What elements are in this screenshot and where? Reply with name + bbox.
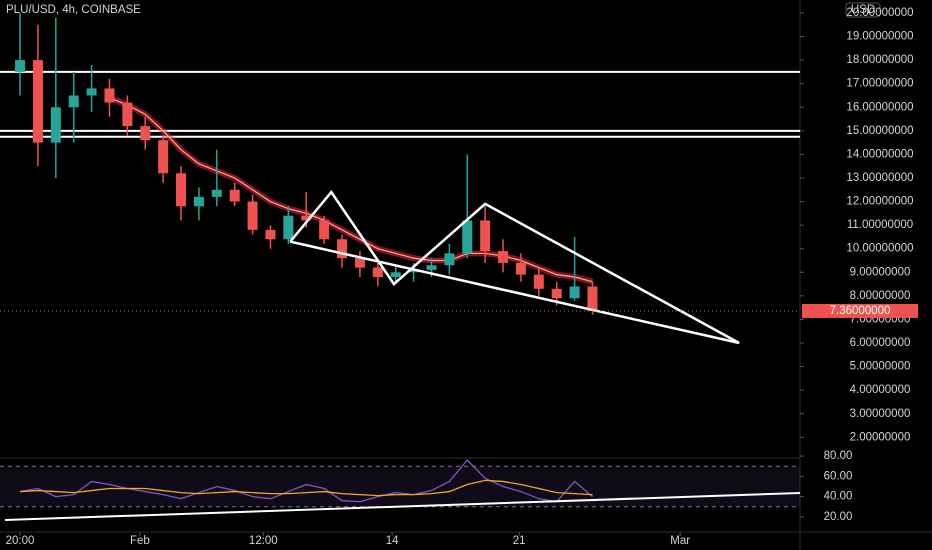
y-tick-label: 14.00000000 <box>846 148 913 160</box>
y-tick-label: 3.00000000 <box>850 408 911 420</box>
x-tick-label: 20:00 <box>6 535 35 547</box>
candle-body <box>86 88 97 96</box>
candle-body <box>408 269 419 273</box>
y-tick-label: 10.00000000 <box>846 243 913 255</box>
axis-unit: USD <box>851 4 875 16</box>
candle-body <box>211 189 222 197</box>
candle-body <box>444 253 455 266</box>
y-tick-label: 2.00000000 <box>850 431 911 443</box>
candle-body <box>122 102 133 127</box>
x-tick-label: 21 <box>513 535 526 547</box>
rsi-line <box>19 479 593 497</box>
candle-body <box>533 274 544 289</box>
last-price-label: 7.36000000 <box>830 305 891 317</box>
y-tick-label: 9.00000000 <box>850 266 911 278</box>
last-price-box <box>802 303 918 318</box>
candle-body <box>15 60 26 72</box>
candle-body <box>426 265 437 270</box>
candle-body <box>32 60 43 143</box>
trend-drawing <box>289 240 740 345</box>
y-tick-label: 15.00000000 <box>846 125 913 137</box>
y-tick-label: 20.00000000 <box>846 7 913 19</box>
candle-body <box>50 107 61 143</box>
candle-body <box>301 215 312 221</box>
candle-body <box>104 88 115 103</box>
x-tick-label: 12:00 <box>249 535 278 547</box>
candle-body <box>176 173 187 207</box>
candle-body <box>283 215 294 240</box>
y-tick-label: 16.00000000 <box>846 101 913 113</box>
y-tick-label: 19.00000000 <box>846 31 913 43</box>
chart-title: PLU/USD, 4h, COINBASE <box>6 4 141 16</box>
candle-body <box>480 220 491 252</box>
candle-body <box>551 288 562 299</box>
y-tick-label: 12.00000000 <box>846 196 913 208</box>
rsi-trendline <box>4 491 801 521</box>
candle-body <box>372 267 383 278</box>
candle-body <box>498 251 509 263</box>
x-tick-label: Mar <box>670 535 690 547</box>
candle-body <box>462 220 473 254</box>
candle-body <box>337 239 348 259</box>
candle-body <box>247 201 258 230</box>
candle-body <box>158 140 169 174</box>
y-tick-label: 20.00 <box>824 511 853 523</box>
ema-line <box>109 97 593 283</box>
y-tick-label: 8.00000000 <box>850 290 911 302</box>
x-tick-label: 14 <box>386 535 399 547</box>
x-tick-label: Feb <box>130 535 150 547</box>
candle-body <box>140 126 151 141</box>
y-tick-label: 13.00000000 <box>846 172 913 184</box>
candle-body <box>354 258 365 268</box>
candle-body <box>515 262 526 275</box>
rsi-band <box>0 466 800 507</box>
y-tick-label: 5.00000000 <box>850 361 911 373</box>
trend-drawing <box>289 190 740 345</box>
y-tick-label: 17.00000000 <box>846 78 913 90</box>
candle-body <box>319 220 330 240</box>
candle-body <box>68 95 79 108</box>
candle-body <box>390 272 401 278</box>
y-tick-label: 80.00 <box>824 450 853 462</box>
unit-box <box>845 2 881 18</box>
y-tick-label: 4.00000000 <box>850 384 911 396</box>
y-tick-label: 40.00 <box>824 491 853 503</box>
candle-body <box>229 189 240 202</box>
y-tick-label: 11.00000000 <box>847 219 913 231</box>
candle-body <box>569 286 580 299</box>
candle-body <box>587 286 598 311</box>
y-tick-label: 6.00000000 <box>850 337 911 349</box>
y-tick-label: 18.00000000 <box>846 54 913 66</box>
candle-body <box>265 229 276 240</box>
rsi-line <box>19 459 593 503</box>
candle-body <box>193 196 204 207</box>
y-tick-label: 60.00 <box>824 470 853 482</box>
